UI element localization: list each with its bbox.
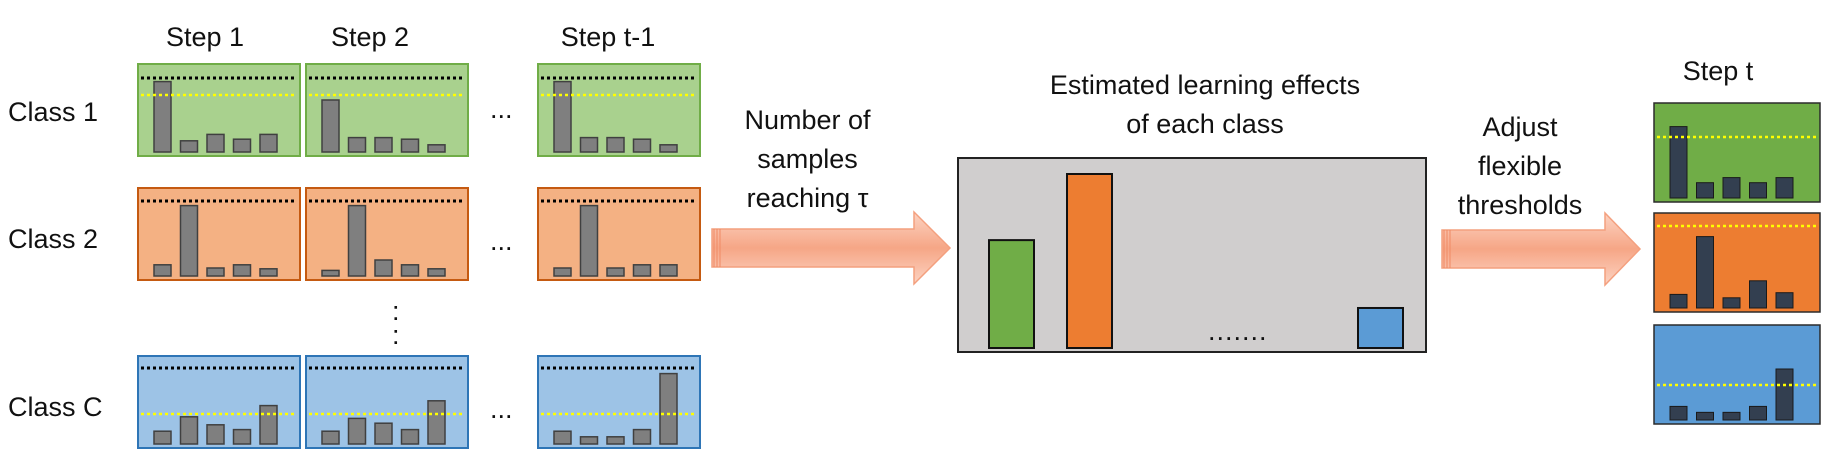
- class-label-1: Class 1: [8, 97, 99, 127]
- step-header-1: Step 1: [165, 22, 245, 52]
- class-label-2: Class 2: [8, 224, 99, 254]
- class-2-step-1-bar-4: [232, 264, 252, 277]
- arrow1-label-line-1: Number of: [744, 105, 871, 135]
- step-t-class-c-bar-2: [1696, 411, 1714, 421]
- arrow-number-of-samples: [711, 210, 952, 286]
- class-1-step-3-bar-4: [632, 138, 652, 153]
- class-1-step-1-bar-2: [179, 140, 199, 153]
- step-t-class-1-bar-3: [1722, 177, 1741, 199]
- step-t-panels: [1653, 102, 1821, 425]
- class-c-step-3-bar-3: [606, 436, 625, 445]
- step-t-class-1-bar-4: [1749, 182, 1767, 199]
- class-2-step-3-bar-1: [553, 267, 572, 277]
- ellipsis-row-c: ...: [490, 394, 513, 424]
- class-1-step-2-bar-3: [374, 136, 393, 153]
- step-t-class-2-bar-1: [1669, 293, 1688, 309]
- class-2-step-1-bar-5: [259, 268, 278, 277]
- class-1-step-2-bar-4: [400, 138, 420, 153]
- step-header-t-1: Step t-1: [560, 22, 656, 52]
- learning-effects-box: [957, 157, 1427, 353]
- step-t-class-2-bar-2: [1696, 236, 1714, 309]
- center-ellipsis: .......: [1208, 316, 1268, 346]
- class-c-step-2-bar-3: [374, 422, 393, 445]
- class-c-step-3-bar-2: [579, 436, 599, 445]
- ellipsis-row-2: ...: [490, 226, 513, 256]
- vertical-dots-1: :: [392, 296, 400, 326]
- class-2-step-2-bar-2: [347, 204, 367, 277]
- step-t-class-2-bar-4: [1749, 280, 1767, 309]
- class-1-step-2-bar-1: [321, 99, 340, 153]
- class-1-step-3-bar-2: [579, 136, 599, 153]
- step-t-class-c-bar-1: [1669, 405, 1688, 421]
- class-1-step-1-bar-4: [232, 138, 252, 153]
- class-2-step-3-panel: [537, 187, 701, 281]
- class-c-step-3-bar-1: [553, 430, 572, 445]
- class-c-step-1-bar-4: [232, 428, 252, 445]
- learning-effect-bar-1: [988, 239, 1035, 349]
- learning-effect-bar-2: [1066, 173, 1113, 349]
- step-t-header: Step t: [1682, 56, 1754, 86]
- class-2-step-3-bar-2: [579, 204, 599, 277]
- step-header-2: Step 2: [330, 22, 410, 52]
- arrow2-label-line-3: thresholds: [1457, 190, 1583, 220]
- class-2-step-1-bar-2: [179, 204, 199, 277]
- class-c-step-1-bar-2: [179, 416, 199, 445]
- class-c-step-2-bar-2: [347, 417, 367, 445]
- step-t-class-c-bar-5: [1775, 368, 1794, 421]
- vertical-dots-2: :: [392, 320, 400, 350]
- class-2-step-3-bar-5: [659, 264, 678, 277]
- class-2-step-1-bar-3: [206, 267, 225, 277]
- class-c-step-1-bar-5: [259, 404, 278, 445]
- history-grid: [137, 63, 701, 449]
- arrow2-label-line-2: flexible: [1477, 151, 1563, 181]
- center-title-line-1: Estimated learning effects: [1049, 70, 1361, 100]
- class-label-c: Class C: [8, 392, 103, 422]
- class-c-step-2-bar-5: [427, 400, 446, 445]
- arrow1-label: Number of samples reaching τ: [720, 101, 895, 218]
- step-t-class-c-bar-4: [1749, 405, 1767, 421]
- class-2-step-2-bar-3: [374, 259, 393, 277]
- class-c-step-1-bar-1: [153, 430, 172, 445]
- class-1-step-1-bar-3: [206, 133, 225, 153]
- class-1-step-3-bar-1: [553, 80, 572, 153]
- ellipsis-row-1: ...: [490, 94, 513, 124]
- step-t-class-1-bar-5: [1775, 177, 1794, 199]
- arrow-adjust-thresholds: [1441, 211, 1642, 287]
- center-title-line-2: of each class: [1126, 109, 1284, 139]
- class-c-step-2-bar-4: [400, 428, 420, 445]
- class-2-step-3-bar-3: [606, 267, 625, 277]
- step-t-class-2-bar-5: [1775, 292, 1794, 309]
- step-t-class-c-bar-3: [1722, 411, 1741, 421]
- class-c-step-1-bar-3: [206, 424, 225, 445]
- class-1-step-1-bar-5: [259, 133, 278, 153]
- class-2-step-3-bar-4: [632, 264, 652, 277]
- arrow2-label: Adjust flexible thresholds: [1440, 108, 1600, 225]
- class-1-step-1-bar-1: [153, 80, 172, 153]
- step-t-class-2-bar-3: [1722, 297, 1741, 309]
- arrow1-label-line-2: samples: [757, 144, 858, 174]
- class-c-step-3-bar-4: [632, 428, 652, 445]
- learning-effects-panel: [957, 157, 1427, 353]
- step-t-class-1-bar-1: [1669, 126, 1688, 199]
- class-1-step-2-bar-2: [347, 136, 367, 153]
- learning-effect-bar-3: [1357, 306, 1404, 350]
- step-t-class-1-bar-2: [1696, 182, 1714, 199]
- class-2-step-2-bar-5: [427, 268, 446, 277]
- center-title: Estimated learning effects of each class: [995, 66, 1415, 144]
- class-2-step-1-bar-1: [153, 264, 172, 277]
- class-c-step-3-bar-5: [659, 372, 678, 445]
- arrows: [711, 210, 1642, 287]
- arrow2-label-line-1: Adjust: [1482, 112, 1558, 142]
- class-1-step-3-bar-5: [659, 144, 678, 153]
- class-c-step-2-bar-1: [321, 430, 340, 445]
- class-2-step-2-bar-4: [400, 264, 420, 277]
- class-1-step-3-bar-3: [606, 136, 625, 153]
- class-1-step-2-bar-5: [427, 144, 446, 153]
- class-2-step-2-bar-1: [321, 269, 340, 277]
- arrow1-label-line-3: reaching τ: [746, 183, 869, 213]
